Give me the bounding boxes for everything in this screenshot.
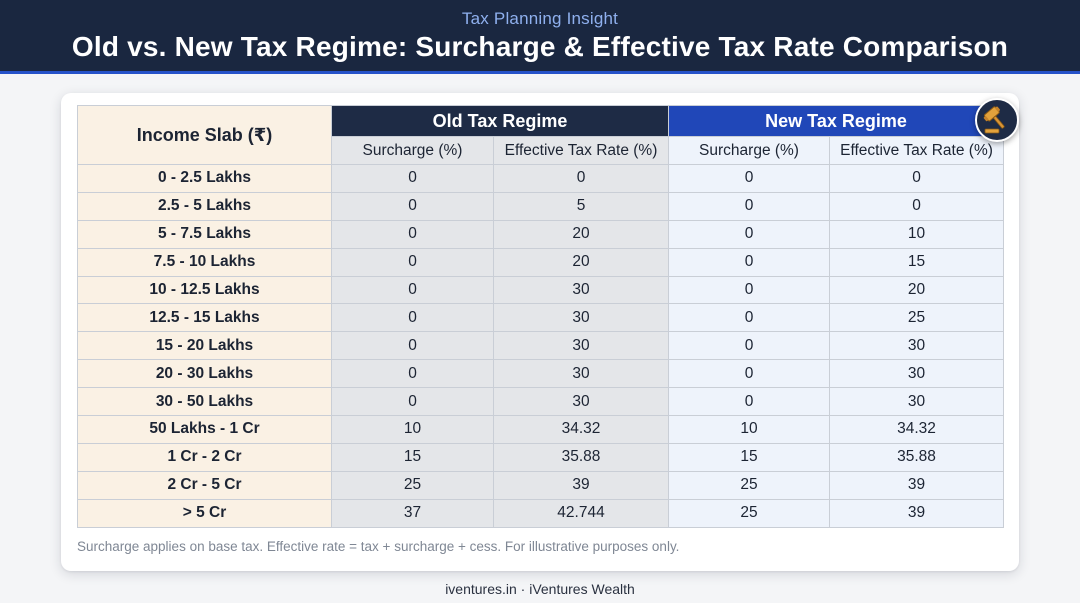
new-effective-header: Effective Tax Rate (%): [829, 136, 1005, 165]
old-surcharge-cell: 0: [331, 359, 494, 389]
new-effective-cell: 39: [829, 470, 1005, 500]
slab-cell: 1 Cr - 2 Cr: [77, 442, 332, 472]
table-row: 10 - 12.5 Lakhs 0 30 0 20: [77, 275, 1005, 305]
old-surcharge-cell: 0: [331, 191, 494, 221]
old-surcharge-cell: 0: [331, 247, 494, 277]
table-row: 30 - 50 Lakhs 0 30 0 30: [77, 387, 1005, 417]
old-surcharge-cell: 0: [331, 303, 494, 333]
old-surcharge-cell: 37: [331, 498, 494, 528]
old-effective-cell: 30: [492, 331, 670, 361]
table-row: 12.5 - 15 Lakhs 0 30 0 25: [77, 303, 1005, 333]
new-effective-cell: 0: [829, 191, 1005, 221]
footnote-text: Surcharge applies on base tax. Effective…: [77, 539, 680, 554]
old-effective-cell: 20: [492, 247, 670, 277]
new-effective-cell: 30: [829, 331, 1005, 361]
new-surcharge-cell: 0: [668, 275, 831, 305]
slab-cell: 30 - 50 Lakhs: [77, 387, 332, 417]
slab-cell: 50 Lakhs - 1 Cr: [77, 415, 332, 444]
new-surcharge-cell: 25: [668, 498, 831, 528]
old-effective-cell: 30: [492, 387, 670, 417]
new-surcharge-cell: 0: [668, 219, 831, 249]
old-surcharge-cell: 0: [331, 164, 494, 193]
old-effective-cell: 30: [492, 275, 670, 305]
new-effective-cell: 39: [829, 498, 1005, 528]
new-effective-cell: 25: [829, 303, 1005, 333]
slab-cell: 10 - 12.5 Lakhs: [77, 275, 332, 305]
new-surcharge-cell: 0: [668, 387, 831, 417]
old-effective-cell: 20: [492, 219, 670, 249]
new-effective-cell: 10: [829, 219, 1005, 249]
table-row: 7.5 - 10 Lakhs 0 20 0 15: [77, 247, 1005, 277]
new-surcharge-cell: 25: [668, 470, 831, 500]
table-row: 1 Cr - 2 Cr 15 35.88 15 35.88: [77, 442, 1005, 472]
new-surcharge-cell: 0: [668, 191, 831, 221]
title-banner: Tax Planning Insight Old vs. New Tax Reg…: [0, 0, 1080, 74]
old-surcharge-cell: 0: [331, 331, 494, 361]
old-surcharge-cell: 25: [331, 470, 494, 500]
new-regime-header: New Tax Regime: [668, 98, 1020, 142]
footer-credit: iventures.in · iVentures Wealth: [445, 581, 635, 597]
new-regime-label: New Tax Regime: [765, 110, 907, 131]
old-surcharge-header: Surcharge (%): [331, 136, 494, 165]
old-effective-cell: 35.88: [492, 442, 670, 472]
old-surcharge-cell: 10: [331, 415, 494, 444]
new-surcharge-cell: 0: [668, 164, 831, 193]
slab-cell: 0 - 2.5 Lakhs: [77, 164, 332, 193]
old-surcharge-cell: 15: [331, 442, 494, 472]
old-surcharge-cell: 0: [331, 219, 494, 249]
new-effective-cell: 0: [829, 164, 1005, 193]
table-row: 2 Cr - 5 Cr 25 39 25 39: [77, 470, 1005, 500]
tax-comparison-table: Income Slab (₹) Old Tax Regime New Tax R…: [77, 98, 1020, 528]
kicker-text: Tax Planning Insight: [461, 9, 619, 28]
slab-cell: 7.5 - 10 Lakhs: [77, 247, 332, 277]
old-effective-cell: 42.744: [492, 498, 670, 528]
old-effective-header: Effective Tax Rate (%): [492, 136, 670, 165]
old-effective-cell: 0: [492, 164, 670, 193]
slab-cell: 12.5 - 15 Lakhs: [77, 303, 332, 333]
new-effective-cell: 15: [829, 247, 1005, 277]
new-surcharge-cell: 0: [668, 331, 831, 361]
page-title: Old vs. New Tax Regime: Surcharge & Effe…: [71, 31, 1009, 62]
slab-cell: 2 Cr - 5 Cr: [77, 470, 332, 500]
new-effective-cell: 30: [829, 387, 1005, 417]
table-row: > 5 Cr 37 42.744 25 39: [77, 498, 1005, 528]
new-surcharge-cell: 0: [668, 247, 831, 277]
old-surcharge-cell: 0: [331, 275, 494, 305]
table-row: 20 - 30 Lakhs 0 30 0 30: [77, 359, 1005, 389]
slab-cell: 20 - 30 Lakhs: [77, 359, 332, 389]
new-surcharge-cell: 0: [668, 303, 831, 333]
income-slab-header: Income Slab (₹): [77, 105, 332, 165]
slab-cell: 2.5 - 5 Lakhs: [77, 191, 332, 221]
table-row: 0 - 2.5 Lakhs 0 0 0 0: [77, 164, 1005, 193]
new-effective-cell: 35.88: [829, 442, 1005, 472]
table-row: 50 Lakhs - 1 Cr 10 34.32 10 34.32: [77, 415, 1005, 444]
new-surcharge-cell: 10: [668, 415, 831, 444]
slab-cell: > 5 Cr: [77, 498, 332, 528]
new-surcharge-cell: 15: [668, 442, 831, 472]
old-effective-cell: 30: [492, 359, 670, 389]
old-effective-cell: 34.32: [492, 415, 670, 444]
new-surcharge-cell: 0: [668, 359, 831, 389]
old-regime-header: Old Tax Regime: [330, 105, 670, 137]
new-effective-cell: 20: [829, 275, 1005, 305]
new-surcharge-header: Surcharge (%): [668, 136, 831, 165]
table-row: 15 - 20 Lakhs 0 30 0 30: [77, 331, 1005, 361]
gavel-icon: [975, 98, 1020, 142]
slab-cell: 15 - 20 Lakhs: [77, 331, 332, 361]
old-effective-cell: 39: [492, 470, 670, 500]
comparison-card: Income Slab (₹) Old Tax Regime New Tax R…: [61, 93, 1020, 571]
table-row: 5 - 7.5 Lakhs 0 20 0 10: [77, 219, 1005, 249]
new-effective-cell: 34.32: [829, 415, 1005, 444]
old-surcharge-cell: 0: [331, 387, 494, 417]
table-row: 2.5 - 5 Lakhs 0 5 0 0: [77, 191, 1005, 221]
old-effective-cell: 5: [492, 191, 670, 221]
new-effective-cell: 30: [829, 359, 1005, 389]
old-effective-cell: 30: [492, 303, 670, 333]
slab-cell: 5 - 7.5 Lakhs: [77, 219, 332, 249]
